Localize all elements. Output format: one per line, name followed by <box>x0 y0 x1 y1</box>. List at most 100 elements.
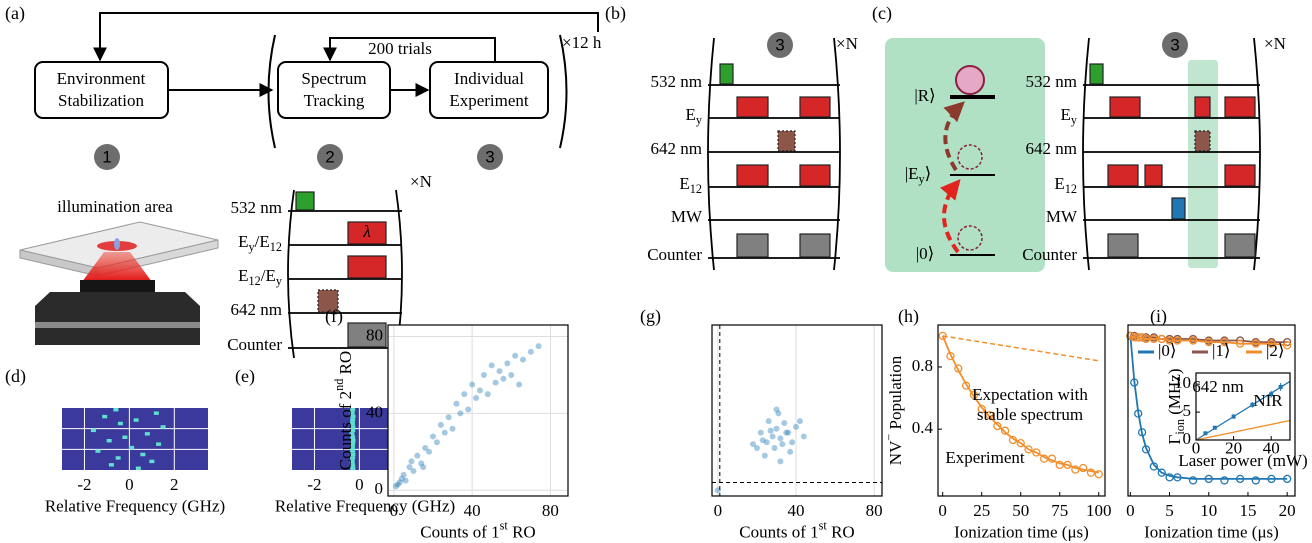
point <box>1141 334 1151 344</box>
text-part: st <box>500 518 509 532</box>
y-tick-label: 0.8 <box>912 356 933 375</box>
text-part: RO <box>827 522 855 541</box>
point <box>1235 339 1245 348</box>
y-tick-label: 40 <box>366 402 383 421</box>
x-tick-label: 0 <box>1192 438 1201 457</box>
pulse <box>736 164 769 187</box>
pulse <box>799 96 831 118</box>
text-part: ion <box>1173 419 1187 435</box>
text-part: RO <box>508 522 536 541</box>
lambda: λ <box>362 222 370 241</box>
pulse <box>719 63 734 85</box>
point <box>1078 463 1088 473</box>
y-axis-label: Counts of 2nd RO <box>332 351 355 470</box>
x-tick-label: 5 <box>1165 501 1174 520</box>
scan-peak <box>350 418 356 422</box>
row-label: 642 nm <box>1026 139 1077 158</box>
y-tick-label: 80 <box>366 325 383 344</box>
x-axis-label: Laser power (mW) <box>1178 451 1307 470</box>
point <box>1141 445 1151 454</box>
row-label: Counter <box>1022 245 1077 264</box>
point <box>773 425 780 432</box>
x-axis-label: Relative Frequency (GHz) <box>45 496 225 515</box>
point <box>1220 476 1229 485</box>
point <box>527 348 534 355</box>
legend-label: |1⟩ <box>1212 341 1231 360</box>
panel-label: (h) <box>898 306 919 327</box>
scan-peak <box>350 463 356 467</box>
scan-peak <box>153 411 159 415</box>
panel-label: (f) <box>325 306 343 327</box>
step-number: 3 <box>485 147 494 166</box>
point <box>1039 454 1049 463</box>
step-badge <box>767 32 793 58</box>
point <box>977 404 986 414</box>
plot-frame <box>1195 372 1291 441</box>
point <box>1137 428 1147 437</box>
point <box>993 421 1002 431</box>
point <box>512 352 519 359</box>
point <box>954 364 963 373</box>
text-part: MW <box>1046 207 1078 226</box>
scan-peak <box>117 421 123 426</box>
point <box>1086 468 1096 477</box>
text-part: NV <box>886 440 905 465</box>
flow-lines <box>34 12 599 149</box>
repeat-label: ×12 h <box>562 33 602 52</box>
illumination-label: illumination area <box>57 197 173 216</box>
text-part: E <box>238 232 248 251</box>
point <box>1008 435 1018 445</box>
x-tick-label: -2 <box>307 475 321 494</box>
text-part: Counts of 1 <box>739 522 818 541</box>
x-tick-label: 40 <box>464 501 481 520</box>
point <box>1157 468 1166 477</box>
row-label: E12 <box>679 174 702 196</box>
row-label: Counter <box>647 245 702 264</box>
row-label: 642 nm <box>231 300 282 319</box>
text-part: Γ <box>1165 434 1184 444</box>
scan-peak <box>90 428 96 433</box>
pulse <box>1107 233 1139 258</box>
point <box>422 444 429 451</box>
x-tick-label: 100 <box>1086 501 1112 520</box>
point <box>1231 414 1236 419</box>
row-label: E12 <box>1054 174 1077 196</box>
point <box>1134 333 1143 342</box>
text-part: 12 <box>270 240 282 254</box>
point <box>484 391 491 398</box>
text-part: − <box>882 434 896 441</box>
row-label: Ey <box>685 105 702 127</box>
point <box>938 331 947 341</box>
point <box>1203 431 1208 436</box>
point <box>1251 339 1260 348</box>
bracket <box>707 37 715 271</box>
text-part: 12 <box>690 182 702 196</box>
row-label: MW <box>1046 207 1078 226</box>
point <box>946 351 955 361</box>
row-label: 532 nm <box>651 72 702 91</box>
x-tick-label: 0 <box>390 501 399 520</box>
point <box>1267 474 1276 484</box>
scan-peak <box>140 452 146 457</box>
level-label: |R⟩ <box>914 86 935 105</box>
text-part: Population <box>886 355 905 433</box>
microscope <box>19 221 219 345</box>
point <box>430 433 436 440</box>
x-tick-label: 20 <box>1225 438 1242 457</box>
text-part: ⟩ <box>925 164 932 183</box>
pulse <box>799 233 831 258</box>
row-label: 532 nm <box>231 198 282 217</box>
point <box>775 410 782 417</box>
point <box>396 479 403 486</box>
row-label: E12/Ey <box>238 266 283 288</box>
point <box>469 381 476 388</box>
point <box>441 429 448 436</box>
x-tick-label: 20 <box>1279 501 1296 520</box>
x-axis-label: Relative Frequency (GHz) <box>275 496 455 515</box>
text-part: E <box>679 174 689 193</box>
scan-peak <box>349 459 355 464</box>
text-part: MW <box>671 207 703 226</box>
x-axis-label: Ionization time (μs) <box>954 522 1089 541</box>
pulse <box>1171 197 1186 220</box>
